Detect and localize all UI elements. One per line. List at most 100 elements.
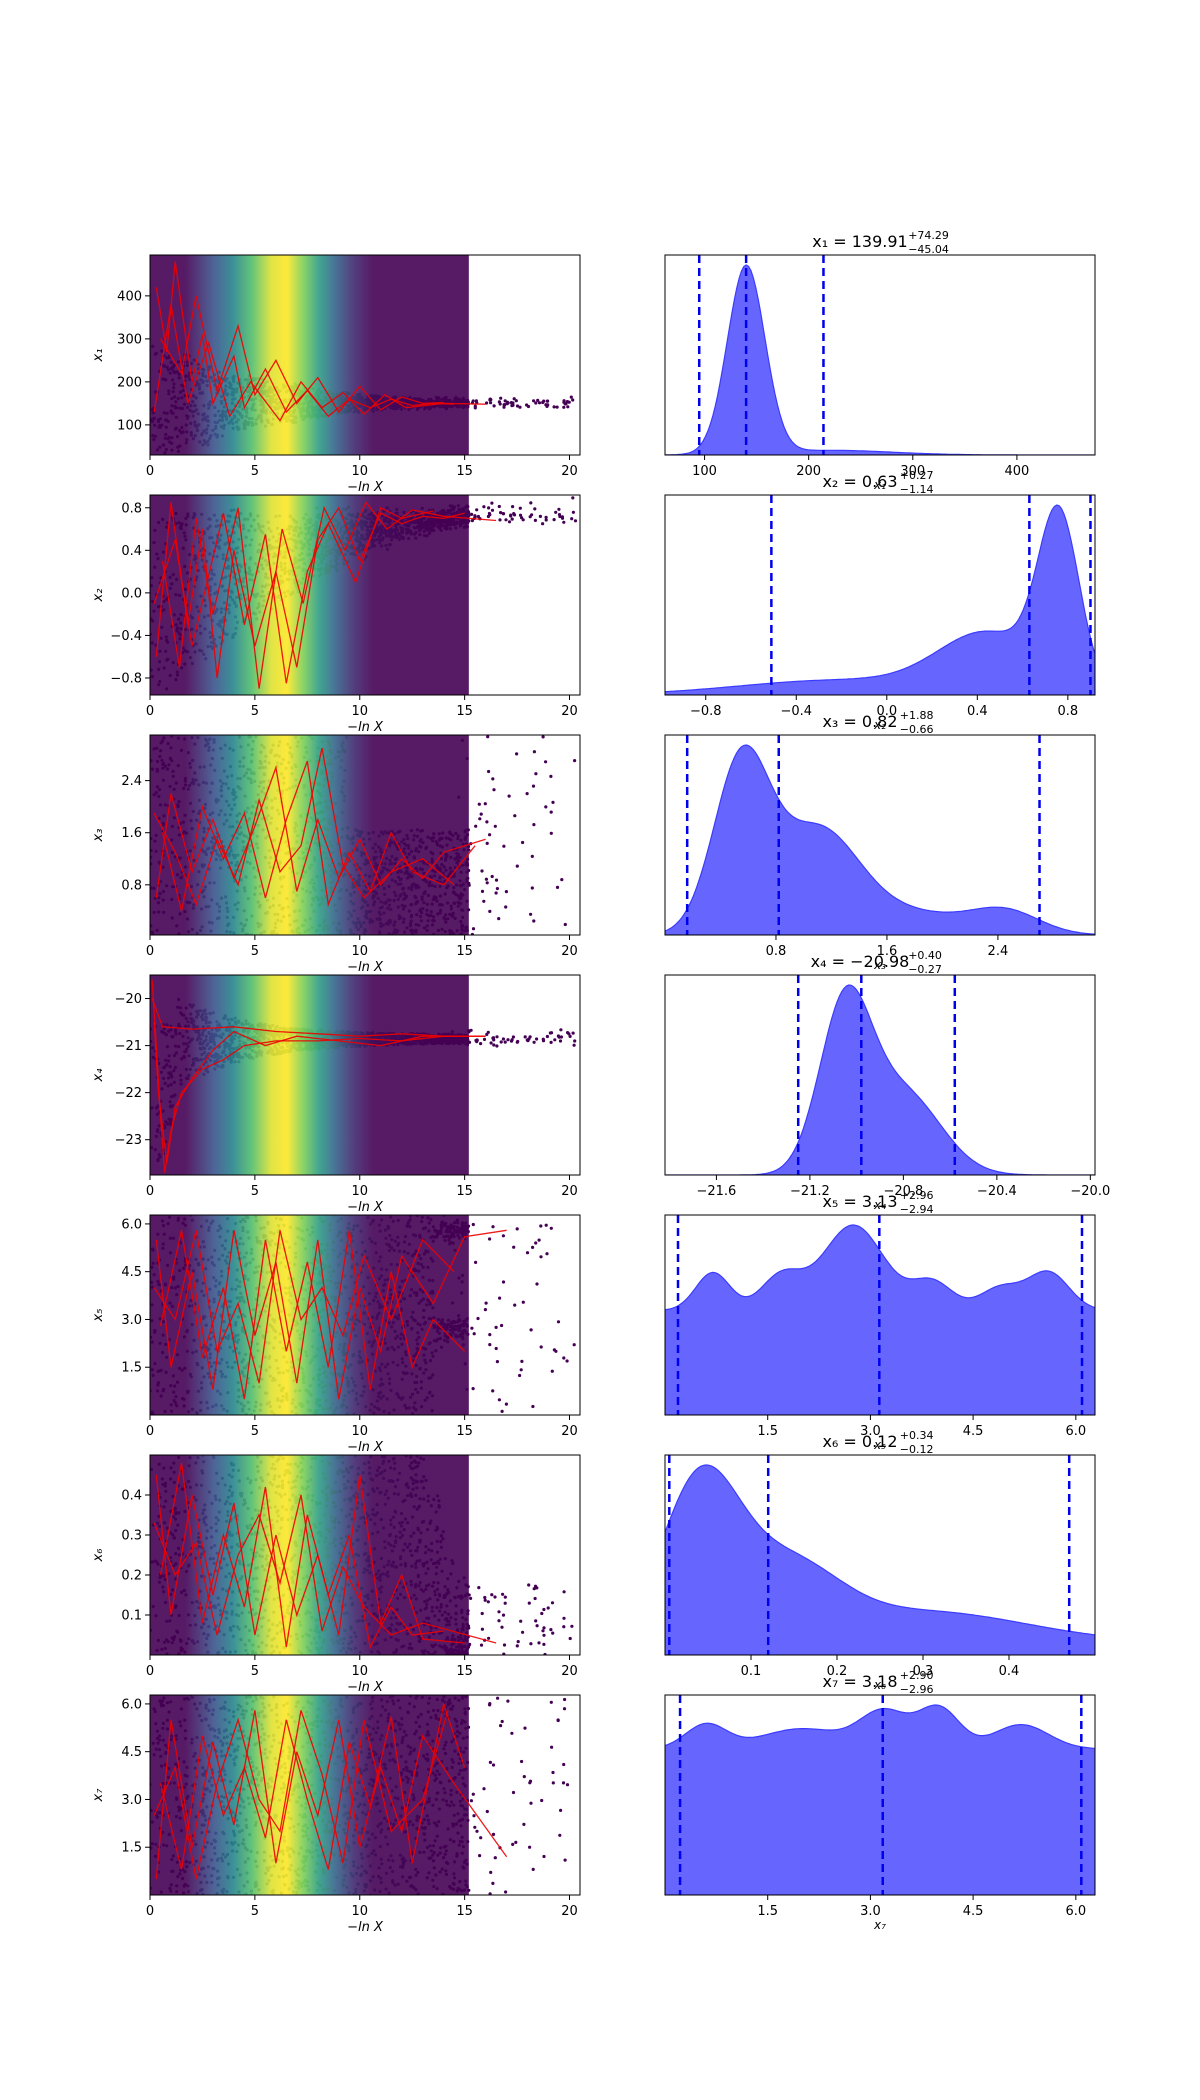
sample-point bbox=[518, 513, 523, 517]
sample-point bbox=[505, 400, 510, 404]
sample-point bbox=[452, 521, 457, 525]
importance-weight-band bbox=[150, 735, 469, 935]
sample-point bbox=[558, 514, 562, 519]
sample-point bbox=[480, 869, 484, 873]
x-tick-label: 10 bbox=[351, 464, 368, 479]
sample-point bbox=[549, 831, 553, 835]
sample-point bbox=[497, 504, 501, 509]
sample-point bbox=[456, 834, 460, 838]
sample-point bbox=[563, 922, 567, 927]
sample-point bbox=[544, 760, 548, 764]
walker-path bbox=[153, 747, 455, 907]
sample-point bbox=[532, 750, 537, 754]
marginal-title-text: x₃ = 0.82 bbox=[822, 712, 897, 731]
x-axis-label: x₁ bbox=[873, 478, 886, 492]
sample-point bbox=[555, 405, 559, 409]
x-tick-label: 0 bbox=[146, 944, 154, 959]
sample-point bbox=[487, 769, 491, 774]
sample-point bbox=[562, 399, 566, 403]
title-value: x₃ = 0.82 bbox=[822, 712, 897, 731]
x-tick-label: −0.4 bbox=[780, 704, 812, 719]
sample-point bbox=[484, 877, 488, 881]
x-tick-label: 1.6 bbox=[877, 944, 898, 959]
sample-point bbox=[494, 878, 499, 882]
x-axis-label: −ln X bbox=[347, 480, 384, 495]
y-tick-label: 300 bbox=[117, 332, 142, 347]
y-tick-label: 0.8 bbox=[121, 878, 142, 893]
title-value: x₁ = 139.91 bbox=[812, 232, 907, 251]
sample-point bbox=[504, 905, 508, 909]
sample-point bbox=[485, 841, 489, 846]
sample-point bbox=[452, 901, 456, 905]
trace-plot-area bbox=[150, 975, 577, 1175]
x-tick-label: 200 bbox=[796, 464, 821, 479]
sample-point bbox=[534, 401, 538, 405]
marginal-title: x₂ = 0.63 +0.27−1.14 bbox=[822, 469, 933, 496]
x-tick-label: 0.8 bbox=[766, 944, 787, 959]
sample-point bbox=[534, 772, 538, 776]
sample-point bbox=[573, 519, 578, 523]
sample-point bbox=[530, 513, 534, 517]
y-tick-label: 0.4 bbox=[121, 544, 142, 559]
sample-point bbox=[544, 518, 548, 522]
sample-point bbox=[502, 844, 506, 848]
sample-point bbox=[493, 824, 497, 828]
sample-point bbox=[478, 817, 482, 821]
sample-point bbox=[497, 917, 501, 921]
importance-weight-band bbox=[150, 255, 469, 455]
y-tick-label: 0.8 bbox=[121, 501, 142, 516]
sample-point bbox=[544, 403, 548, 407]
marginal-plot-area bbox=[665, 255, 1095, 455]
sample-point bbox=[529, 501, 533, 505]
x-tick-label: 5 bbox=[251, 464, 259, 479]
sample-point bbox=[494, 891, 498, 895]
sample-tail bbox=[449, 735, 577, 935]
sample-point bbox=[533, 518, 538, 523]
walker-path bbox=[161, 501, 497, 689]
sample-point bbox=[526, 404, 531, 409]
sample-point bbox=[518, 405, 522, 409]
walker-path bbox=[153, 506, 434, 684]
sample-point bbox=[521, 840, 525, 845]
trace-frame bbox=[149, 734, 581, 936]
sample-point bbox=[490, 874, 494, 879]
sample-point bbox=[509, 514, 513, 518]
x-tick-label: 10 bbox=[351, 704, 368, 719]
sample-point bbox=[488, 909, 492, 914]
sample-point bbox=[557, 507, 561, 511]
x-tick-label: 10 bbox=[351, 944, 368, 959]
sample-point bbox=[485, 401, 489, 405]
sample-point bbox=[475, 508, 479, 512]
sample-point bbox=[566, 405, 570, 409]
trace-frame bbox=[149, 494, 581, 696]
sample-point bbox=[560, 878, 564, 882]
sample-point bbox=[555, 885, 560, 890]
sample-point bbox=[573, 759, 577, 763]
sample-point bbox=[502, 405, 506, 409]
sample-point bbox=[554, 510, 558, 514]
sample-point bbox=[473, 404, 477, 408]
sample-point bbox=[485, 820, 489, 824]
sample-point bbox=[480, 889, 485, 894]
x-tick-label: 15 bbox=[456, 464, 473, 479]
sample-point bbox=[510, 517, 514, 521]
sample-point bbox=[551, 800, 555, 805]
density-area bbox=[665, 264, 1095, 455]
sample-point bbox=[530, 854, 534, 859]
sample-point bbox=[544, 805, 548, 809]
sample-point bbox=[498, 518, 502, 522]
sample-point bbox=[552, 405, 556, 409]
sample-point bbox=[570, 517, 574, 521]
sample-point bbox=[489, 401, 493, 405]
sample-point bbox=[562, 520, 566, 524]
sample-point bbox=[529, 912, 533, 916]
sample-point bbox=[552, 518, 556, 522]
sample-point bbox=[487, 511, 491, 516]
marginal-title: x₃ = 0.82 +1.88−0.66 bbox=[822, 709, 933, 736]
sample-point bbox=[571, 510, 576, 514]
x-axis-label: x₂ bbox=[873, 718, 886, 732]
walker-path bbox=[155, 765, 486, 898]
